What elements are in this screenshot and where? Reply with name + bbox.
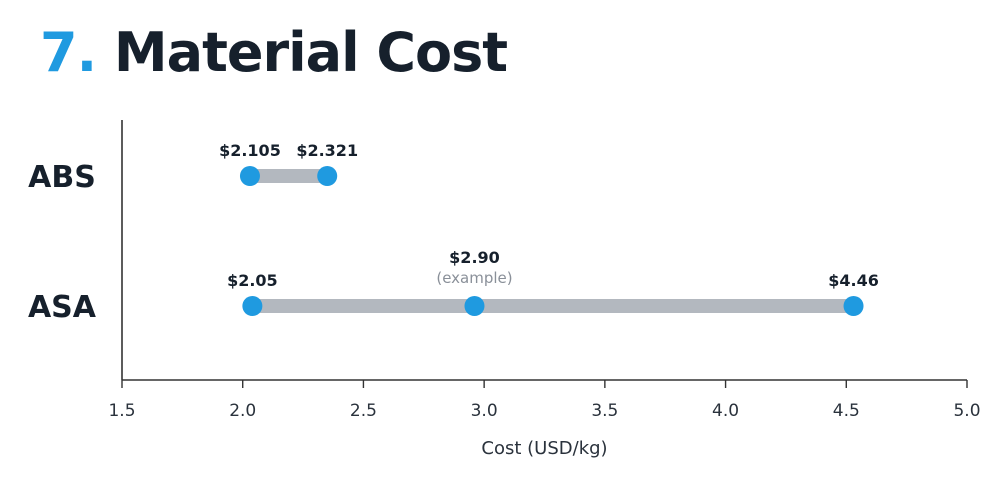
chart-row-asa: ASA $2.05 $2.90 (example) $4.46 bbox=[28, 248, 879, 325]
data-label: $2.105 bbox=[219, 141, 281, 160]
x-tick-label: 2.0 bbox=[229, 401, 256, 421]
data-label: $4.46 bbox=[828, 271, 879, 290]
chart-title: 7. Material Cost bbox=[40, 18, 508, 88]
data-label: $2.90 bbox=[449, 248, 500, 267]
data-point bbox=[239, 166, 260, 186]
x-tick-label: 4.0 bbox=[712, 401, 739, 421]
data-point bbox=[843, 296, 864, 316]
x-tick-label: 1.5 bbox=[108, 401, 135, 421]
x-tick-label: 3.0 bbox=[471, 401, 498, 421]
data-point bbox=[317, 166, 338, 186]
title-number: 7. bbox=[40, 21, 97, 84]
data-point bbox=[464, 296, 485, 316]
data-label: $2.05 bbox=[227, 271, 278, 290]
data-label: $2.321 bbox=[296, 141, 358, 160]
title-text: Material Cost bbox=[113, 21, 508, 84]
data-point bbox=[242, 296, 263, 316]
x-axis-title: Cost (USD/kg) bbox=[481, 438, 607, 459]
category-label: ASA bbox=[28, 290, 97, 325]
category-label: ABS bbox=[28, 160, 96, 195]
chart-row-abs: ABS $2.105 $2.321 bbox=[28, 141, 358, 195]
x-tick-label: 5.0 bbox=[953, 401, 980, 421]
x-tick-label: 4.5 bbox=[833, 401, 860, 421]
x-tick-label: 3.5 bbox=[591, 401, 618, 421]
chart-rows: ABS $2.105 $2.321 ASA $2.05 $2.90 (example) $4.… bbox=[28, 141, 879, 325]
x-axis-ticks: 1.5 2.0 2.5 3.0 3.5 4.0 4.5 5.0 bbox=[108, 380, 981, 421]
x-tick-label: 2.5 bbox=[350, 401, 377, 421]
data-note: (example) bbox=[436, 269, 512, 287]
